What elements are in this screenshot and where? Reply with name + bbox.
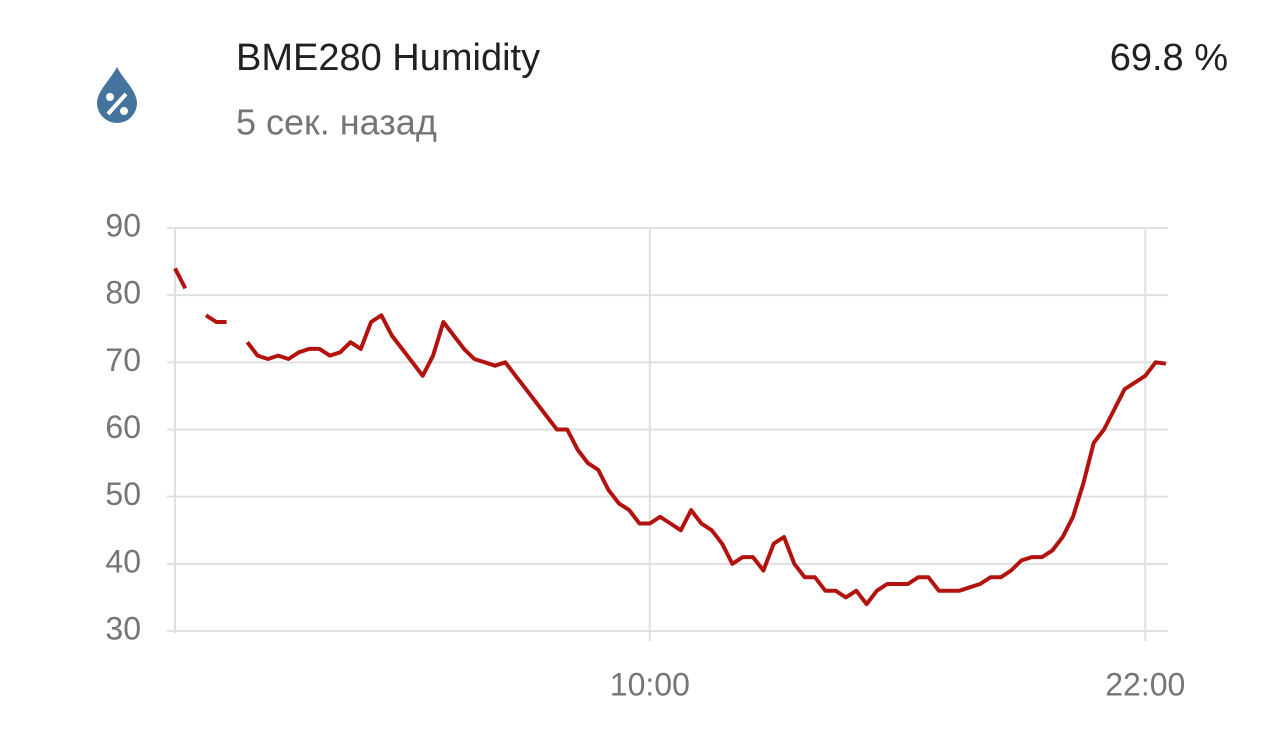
y-tick-label: 80: [105, 275, 141, 311]
entity-state: 69.8 %: [1110, 37, 1228, 79]
y-tick-label: 60: [105, 409, 141, 445]
y-tick-label: 70: [105, 342, 141, 378]
x-tick-label: 22:00: [1105, 666, 1185, 702]
y-tick-label: 90: [105, 207, 141, 243]
y-tick-label: 40: [105, 543, 141, 579]
x-tick-label: 10:00: [610, 666, 690, 702]
y-tick-label: 50: [105, 476, 141, 512]
last-changed: 5 сек. назад: [236, 102, 437, 143]
y-tick-label: 30: [105, 610, 141, 646]
humidity-icon: [97, 67, 137, 123]
entity-name: BME280 Humidity: [236, 37, 540, 79]
data-line: [173, 267, 1167, 607]
